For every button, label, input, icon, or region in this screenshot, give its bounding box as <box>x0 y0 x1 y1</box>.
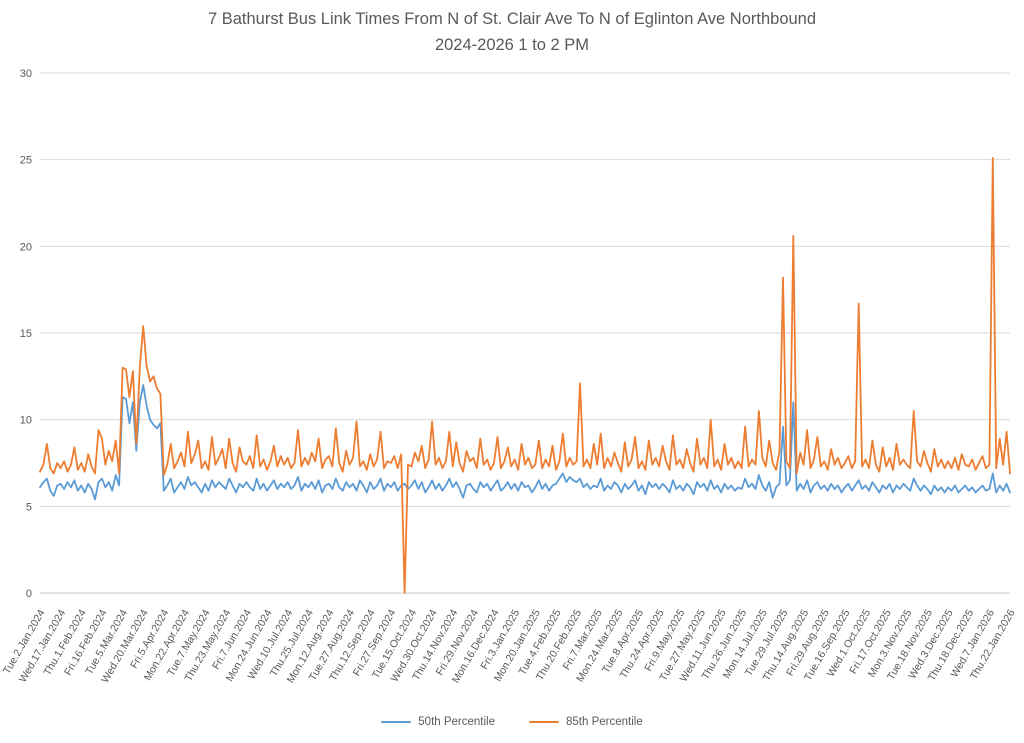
y-axis-tick-label: 0 <box>26 588 32 600</box>
legend-swatch-50th-line <box>381 720 412 724</box>
legend-label-50th: 50th Percentile <box>418 716 495 728</box>
series-line-85th-percentile <box>39 156 1011 594</box>
y-axis-tick-label: 20 <box>20 241 32 253</box>
legend-item-50th-percentile: 50th Percentile <box>381 716 495 728</box>
legend: 50th Percentile 85th Percentile <box>0 716 1024 728</box>
y-axis-tick-label: 25 <box>20 155 32 167</box>
legend-item-85th-percentile: 85th Percentile <box>529 716 643 728</box>
y-axis-tick-label: 10 <box>20 415 32 427</box>
chart-subtitle: 2024-2026 1 to 2 PM <box>434 36 590 54</box>
chart-title: 7 Bathurst Bus Link Times From N of St. … <box>207 10 817 28</box>
series-line-50th-percentile <box>39 384 1011 501</box>
y-axis-tick-label: 5 <box>26 501 32 513</box>
legend-label-85th: 85th Percentile <box>566 716 643 728</box>
y-axis-tick-label: 30 <box>20 68 32 80</box>
y-axis-tick-label: 15 <box>20 328 32 340</box>
chart-title-block: 7 Bathurst Bus Link Times From N of St. … <box>0 6 1024 58</box>
legend-swatch-85th-line <box>529 720 559 724</box>
